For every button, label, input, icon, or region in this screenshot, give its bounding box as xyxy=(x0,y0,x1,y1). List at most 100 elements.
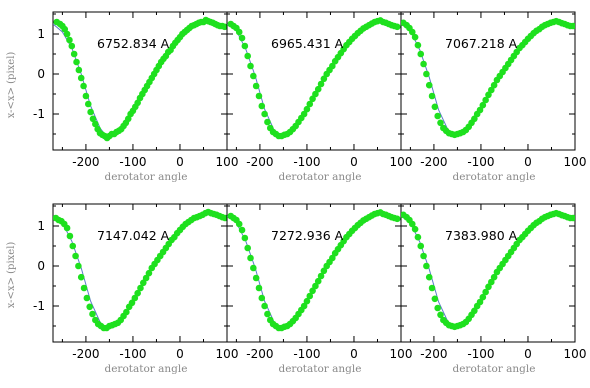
data-point xyxy=(258,102,266,110)
x-tick-label: -200 xyxy=(72,155,99,169)
y-axis-label-top: x-<x> (pixel) xyxy=(6,52,17,119)
data-point xyxy=(317,80,325,88)
data-point xyxy=(320,267,328,275)
x-tick-label: 0 xyxy=(350,347,358,361)
data-point xyxy=(131,294,139,302)
data-point xyxy=(82,92,90,100)
x-axis-label: derotator angle xyxy=(453,171,536,183)
x-axis-label: derotator angle xyxy=(279,363,362,375)
data-point xyxy=(252,82,260,90)
data-point xyxy=(306,100,314,108)
panel-4: -200 -100 0 100 -1 0 1 7147.042 A derotator angl… xyxy=(33,203,238,375)
data-point xyxy=(303,297,311,305)
data-point xyxy=(139,279,147,287)
data-point xyxy=(425,273,433,281)
x-tick-label: 0 xyxy=(524,347,532,361)
data-point xyxy=(411,33,419,41)
x-tick-label: -200 xyxy=(246,347,273,361)
data-point xyxy=(479,293,487,301)
plot-area xyxy=(401,209,575,331)
data-point xyxy=(312,90,319,98)
data-point xyxy=(235,28,243,36)
data-point xyxy=(309,95,316,103)
panel-frame xyxy=(52,203,228,343)
data-point xyxy=(408,220,416,228)
x-axis-label: derotator angle xyxy=(279,171,362,183)
data-point xyxy=(482,288,489,296)
data-point xyxy=(479,101,487,109)
data-point xyxy=(428,284,436,292)
data-point xyxy=(423,262,430,270)
data-point xyxy=(75,262,82,270)
data-point xyxy=(569,214,575,222)
panel-frame xyxy=(226,11,402,151)
data-point xyxy=(264,310,271,318)
panel-frame xyxy=(400,11,576,151)
data-point xyxy=(423,70,430,78)
panel-wavelength-label: 7272.936 A xyxy=(271,228,344,243)
x-tick-label: 0 xyxy=(350,155,358,169)
panel-wavelength-label: 7383.980 A xyxy=(445,228,518,243)
panel-frame xyxy=(400,203,576,343)
x-axis-label: derotator angle xyxy=(453,363,536,375)
data-point xyxy=(247,62,254,70)
data-point xyxy=(317,272,325,280)
data-point xyxy=(137,284,144,292)
data-point xyxy=(300,110,308,118)
data-point xyxy=(75,66,83,74)
data-point xyxy=(490,273,498,281)
data-point xyxy=(303,105,311,113)
x-tick-label: -200 xyxy=(420,155,447,169)
data-point xyxy=(487,278,495,286)
data-point xyxy=(142,274,150,282)
data-point xyxy=(250,264,257,272)
y-tick-label: 1 xyxy=(37,27,45,41)
data-point xyxy=(329,62,336,70)
data-point xyxy=(84,100,92,108)
data-point xyxy=(329,254,336,262)
data-point xyxy=(437,119,444,127)
data-point xyxy=(77,74,85,82)
panel-6: -200 -100 0 100 7383.980 A derotator angle xyxy=(400,203,586,375)
data-point xyxy=(247,254,254,262)
plot-area xyxy=(401,17,575,139)
data-point xyxy=(408,28,416,36)
y-tick-label: 0 xyxy=(37,67,45,81)
x-tick-label: 100 xyxy=(564,155,587,169)
x-tick-label: -100 xyxy=(293,347,320,361)
x-tick-label: 100 xyxy=(390,347,413,361)
data-point xyxy=(235,220,243,228)
panel-3: -200 -100 0 100 7067.218 A derotator angle xyxy=(400,11,587,183)
panel-wavelength-label: 7147.042 A xyxy=(97,228,170,243)
data-point xyxy=(89,115,97,123)
data-point xyxy=(264,118,271,126)
data-point xyxy=(471,115,478,123)
data-point xyxy=(72,252,79,260)
panel-2: -200 -100 0 100 6965.431 A derotator angle xyxy=(226,11,412,183)
x-tick-label: -200 xyxy=(420,347,447,361)
data-point xyxy=(244,244,251,252)
data-point xyxy=(145,269,153,277)
data-point xyxy=(417,242,425,250)
plot-area xyxy=(227,209,401,332)
data-point xyxy=(428,92,436,100)
data-point xyxy=(123,308,130,316)
y-tick-label: 0 xyxy=(37,259,45,273)
data-point xyxy=(261,302,268,310)
data-point xyxy=(393,23,401,31)
x-tick-label: -100 xyxy=(467,347,494,361)
data-point xyxy=(393,215,401,223)
data-point xyxy=(487,86,495,94)
data-point xyxy=(241,42,249,50)
data-point xyxy=(63,30,71,38)
data-point xyxy=(86,303,93,311)
data-point xyxy=(69,242,77,250)
data-point xyxy=(221,23,227,31)
x-axis-label: derotator angle xyxy=(105,363,188,375)
data-point xyxy=(221,214,227,222)
data-point xyxy=(244,52,251,60)
x-tick-label: -200 xyxy=(72,347,99,361)
data-point xyxy=(569,22,575,30)
data-point xyxy=(431,103,439,111)
panel-5: -200 -100 0 100 7272.936 A derotator angle xyxy=(226,203,413,375)
